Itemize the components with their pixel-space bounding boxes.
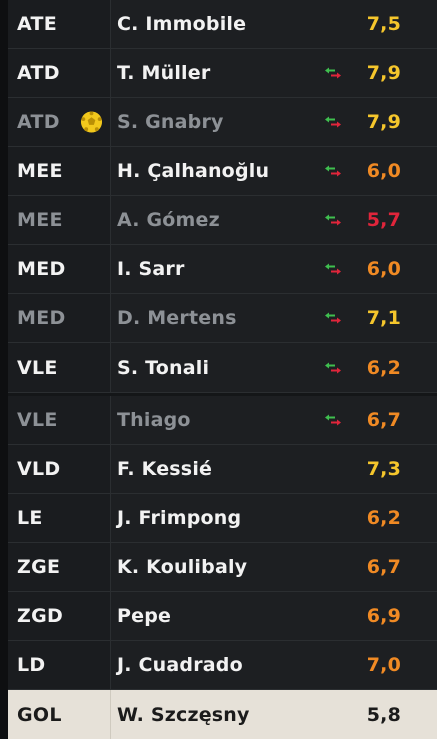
position-label: MEE (17, 209, 63, 231)
position-cell: ZGE (8, 543, 111, 591)
player-row[interactable]: ATD T. Müller 7,9 (8, 49, 437, 98)
player-name: C. Immobile (117, 13, 247, 35)
player-name: S. Gnabry (117, 111, 224, 133)
player-rating: 6,0 (366, 258, 401, 280)
player-name: A. Gómez (117, 209, 220, 231)
player-name: J. Frimpong (117, 507, 242, 529)
player-rating: 7,5 (366, 13, 401, 35)
player-rating: 5,8 (366, 703, 401, 726)
player-rating: 7,3 (366, 458, 401, 480)
player-row[interactable]: VLE Thiago 6,7 (8, 396, 437, 445)
soccer-ball-icon (80, 111, 103, 133)
player-row[interactable]: MEE A. Gómez 5,7 (8, 196, 437, 245)
player-rating: 6,7 (366, 409, 401, 431)
player-row[interactable]: MED D. Mertens 7,1 (8, 294, 437, 343)
position-label: ATD (17, 111, 60, 133)
position-cell: VLE (8, 343, 111, 392)
substitution-arrows-icon (325, 116, 341, 128)
position-label: MED (17, 258, 66, 280)
position-label: ATD (17, 62, 60, 84)
position-cell: MEE (8, 147, 111, 195)
substitution-arrows-icon (325, 165, 341, 177)
position-label: ZGE (17, 556, 61, 578)
player-rating: 6,2 (366, 507, 401, 529)
position-cell: VLD (8, 445, 111, 493)
player-rating: 6,9 (366, 605, 401, 627)
substitution-arrows-icon (325, 312, 341, 324)
position-cell: MED (8, 245, 111, 293)
player-name: D. Mertens (117, 307, 237, 329)
position-label: MED (17, 307, 66, 329)
position-label: MEE (17, 160, 63, 182)
position-label: LD (17, 654, 46, 676)
player-name: F. Kessié (117, 458, 213, 480)
player-name: S. Tonali (117, 356, 210, 379)
player-row[interactable]: LE J. Frimpong 6,2 (8, 494, 437, 543)
player-name: J. Cuadrado (117, 654, 243, 676)
player-rating: 6,0 (366, 160, 401, 182)
player-rating: 6,2 (366, 356, 401, 379)
player-name: H. Çalhanoğlu (117, 160, 270, 182)
position-cell: ZGD (8, 592, 111, 640)
position-cell: ATD (8, 98, 111, 146)
substitution-arrows-icon (325, 362, 341, 373)
position-label: GOL (17, 703, 62, 726)
player-name: K. Koulibaly (117, 556, 248, 578)
player-name: Pepe (117, 605, 172, 627)
position-label: ZGD (17, 605, 64, 627)
position-label: ATE (17, 13, 58, 35)
substitution-arrows-icon (325, 214, 341, 226)
player-row[interactable]: MEE H. Çalhanoğlu 6,0 (8, 147, 437, 196)
position-label: VLD (17, 458, 61, 480)
position-cell: GOL (8, 690, 111, 739)
position-cell: MED (8, 294, 111, 342)
player-name: I. Sarr (117, 258, 185, 280)
position-label: LE (17, 507, 43, 529)
position-cell: ATD (8, 49, 111, 97)
player-rating: 7,1 (366, 307, 401, 329)
position-cell: LE (8, 494, 111, 542)
substitution-arrows-icon (325, 263, 341, 275)
position-cell: VLE (8, 396, 111, 444)
player-name: T. Müller (117, 62, 211, 84)
player-row[interactable]: MED I. Sarr 6,0 (8, 245, 437, 294)
player-row[interactable]: ATE C. Immobile 7,5 (8, 0, 437, 49)
player-rating: 7,9 (366, 62, 401, 84)
position-cell: ATE (8, 0, 111, 48)
player-name: Thiago (117, 409, 191, 431)
player-name: W. Szczęsny (117, 703, 250, 726)
player-rating: 7,9 (366, 111, 401, 133)
position-cell: LD (8, 641, 111, 689)
player-row[interactable]: VLE S. Tonali 6,2 (8, 343, 437, 393)
substitution-arrows-icon (325, 414, 341, 426)
position-label: VLE (17, 409, 58, 431)
player-row[interactable]: VLD F. Kessié 7,3 (8, 445, 437, 494)
substitution-arrows-icon (325, 67, 341, 79)
position-cell: MEE (8, 196, 111, 244)
player-rating: 6,7 (366, 556, 401, 578)
player-row[interactable]: ZGD Pepe 6,9 (8, 592, 437, 641)
player-row[interactable]: ATD S. Gnabry 7,9 (8, 98, 437, 147)
position-label: VLE (17, 356, 58, 379)
player-row[interactable]: LD J. Cuadrado 7,0 (8, 641, 437, 690)
player-rating: 7,0 (366, 654, 401, 676)
player-row[interactable]: GOL W. Szczęsny 5,8 (8, 690, 437, 739)
player-row[interactable]: ZGE K. Koulibaly 6,7 (8, 543, 437, 592)
player-rating: 5,7 (366, 209, 401, 231)
left-edge (0, 0, 8, 739)
